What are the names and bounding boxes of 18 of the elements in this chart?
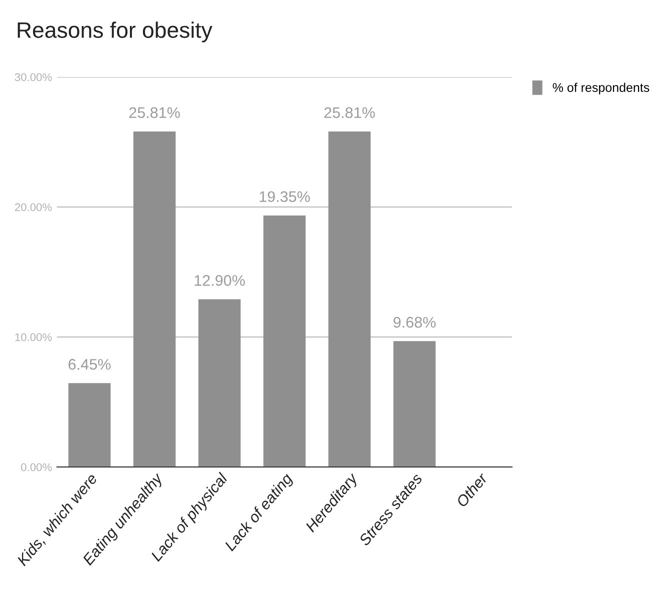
data-label: 6.45% (68, 358, 111, 370)
chart-title: Reasons for obesity (18, 22, 212, 42)
bar (198, 299, 241, 467)
data-label: 9.68% (394, 316, 436, 328)
bar (328, 131, 371, 467)
data-label: 19.35% (260, 191, 310, 202)
data-label: 25.81% (324, 107, 375, 118)
data-label: 12.90% (194, 275, 245, 286)
y-tick-label: 0.00% (21, 463, 52, 472)
bar (393, 341, 436, 467)
bar (133, 131, 176, 467)
y-tick-label: 10.00% (15, 333, 52, 342)
legend-label: % of respondents (552, 82, 650, 94)
bar (263, 215, 306, 467)
bar (68, 383, 111, 467)
y-tick-label: 30.00% (14, 73, 52, 82)
data-label: 25.81% (129, 107, 180, 118)
y-tick-label: 20.00% (15, 203, 52, 212)
